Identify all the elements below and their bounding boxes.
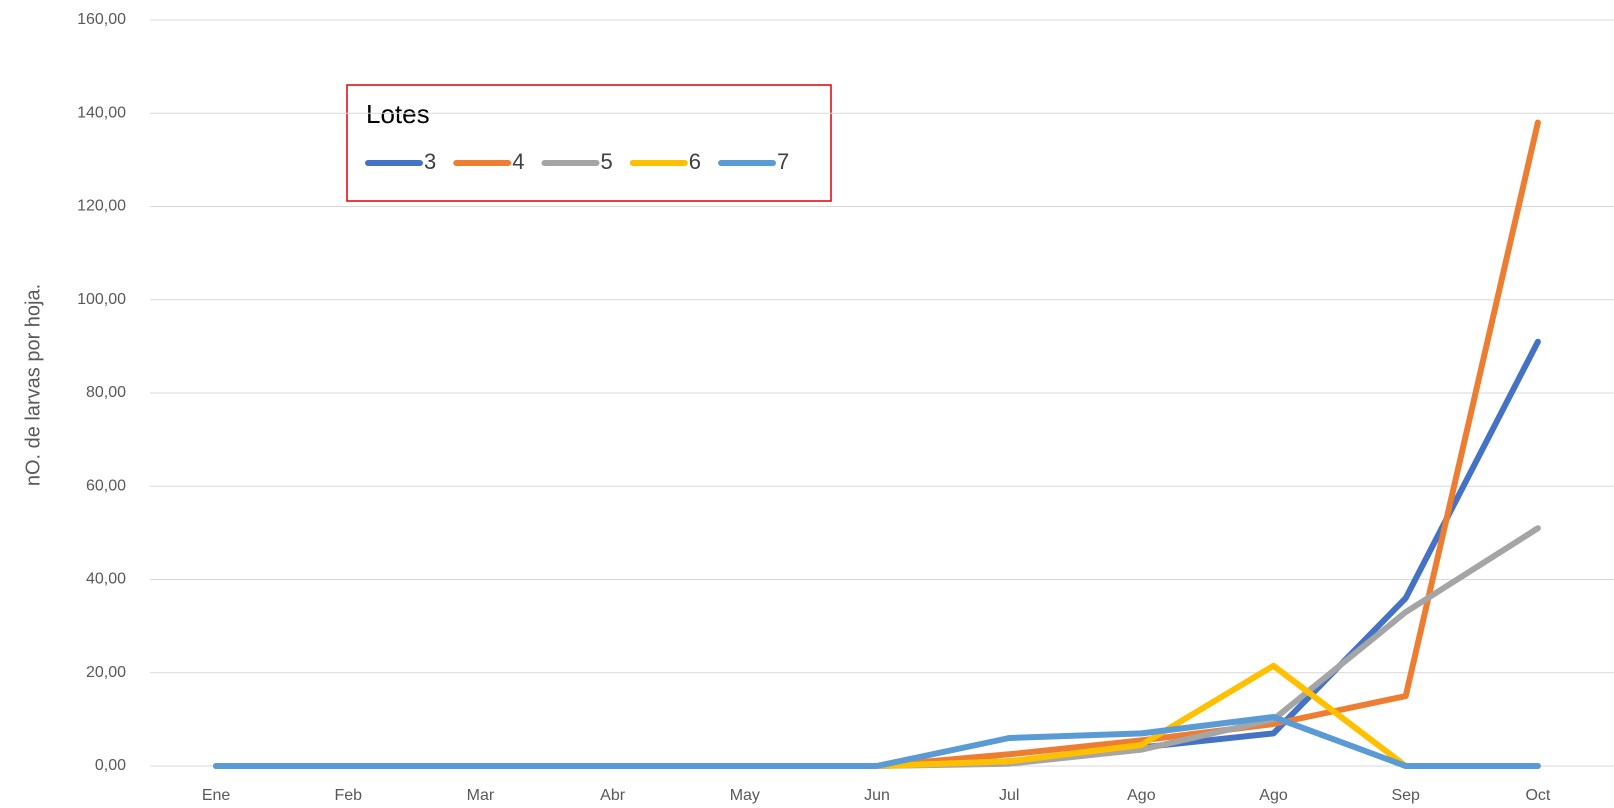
- legend-label: 6: [689, 149, 701, 174]
- legend-box: [346, 84, 832, 202]
- x-tick-label: Sep: [1391, 787, 1420, 804]
- series-line: [213, 662, 1541, 769]
- x-tick-label: Ene: [202, 787, 231, 804]
- y-tick-label: 40,00: [86, 571, 126, 588]
- legend-label: 5: [601, 149, 613, 174]
- x-tick-label: Jul: [999, 787, 1019, 804]
- legend-label: 7: [777, 149, 789, 174]
- y-tick-label: 160,00: [77, 11, 126, 28]
- x-tick-label: Abr: [600, 787, 626, 804]
- legend-label: 4: [512, 149, 524, 174]
- x-tick-label: Feb: [334, 787, 362, 804]
- x-tick-label: Ago: [1127, 787, 1156, 804]
- y-tick-label: 60,00: [86, 477, 126, 494]
- series-line: [213, 338, 1541, 769]
- series-line: [213, 525, 1541, 769]
- x-tick-label: Jun: [864, 787, 890, 804]
- legend-label: 3: [424, 149, 436, 174]
- x-tick-label: Ago: [1259, 787, 1288, 804]
- y-axis-title: nO. de larvas por hoja.: [22, 284, 44, 486]
- x-tick-label: May: [730, 787, 760, 804]
- y-tick-label: 20,00: [86, 664, 126, 681]
- y-tick-label: 0,00: [95, 757, 126, 774]
- series-line: [213, 714, 1541, 769]
- y-tick-label: 140,00: [77, 104, 126, 121]
- x-tick-label: Oct: [1525, 787, 1550, 804]
- y-tick-label: 80,00: [86, 384, 126, 401]
- x-tick-label: Mar: [467, 787, 495, 804]
- y-tick-label: 100,00: [77, 291, 126, 308]
- legend-title: Lotes: [366, 99, 430, 129]
- y-tick-label: 120,00: [77, 198, 126, 215]
